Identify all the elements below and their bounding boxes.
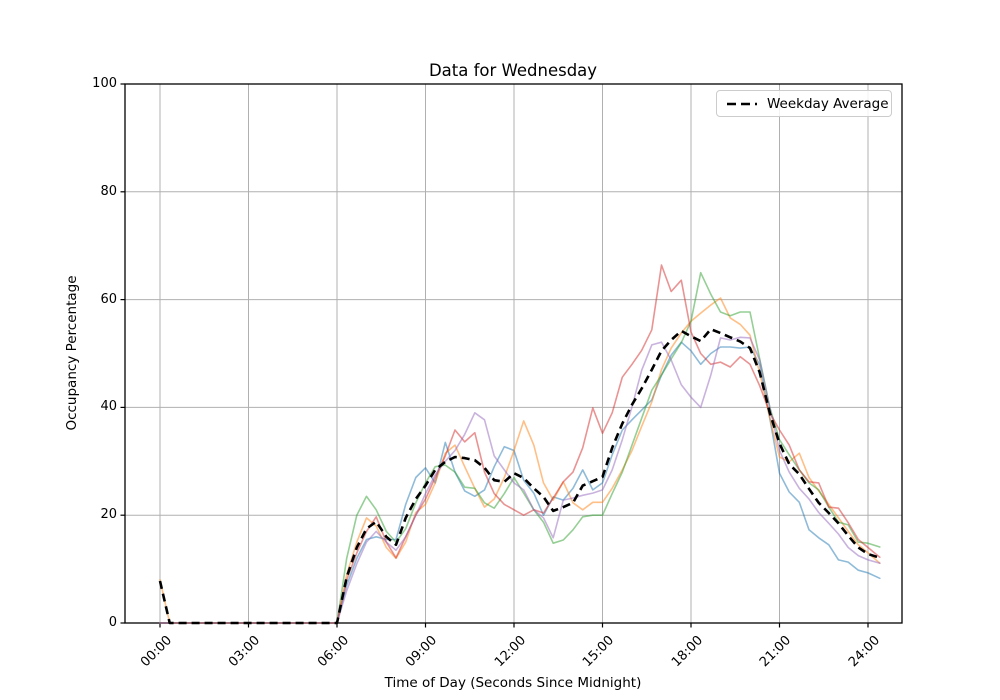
- series-line-1: [159, 341, 881, 624]
- series-line-2: [159, 297, 881, 624]
- y-tick-label: 20: [100, 507, 117, 523]
- series-line-3: [159, 271, 881, 624]
- legend-entry-label: Weekday Average: [767, 95, 889, 112]
- series-line-4: [159, 264, 881, 624]
- x-axis-label: Time of Day (Seconds Since Midnight): [384, 675, 642, 691]
- chart-title: Data for Wednesday: [428, 61, 598, 80]
- y-tick-label: 60: [100, 291, 117, 307]
- series-line-5: [159, 336, 881, 624]
- average-line: [158, 327, 881, 625]
- y-tick-label: 40: [100, 399, 117, 415]
- legend: Weekday Average: [716, 90, 892, 117]
- y-tick-label: 0: [108, 615, 117, 630]
- legend-dash-sample-icon: [727, 102, 757, 105]
- y-axis-label: Occupancy Percentage: [64, 275, 80, 431]
- y-tick-label: 100: [92, 76, 117, 91]
- y-tick-label: 80: [100, 183, 117, 199]
